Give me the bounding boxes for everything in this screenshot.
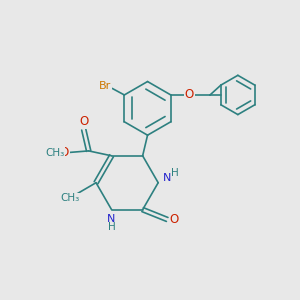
Text: O: O xyxy=(60,146,69,159)
Text: O: O xyxy=(170,213,179,226)
Text: N: N xyxy=(163,173,172,183)
Text: Br: Br xyxy=(99,81,111,91)
Text: O: O xyxy=(185,88,194,101)
Text: O: O xyxy=(79,115,88,128)
Text: CH₃: CH₃ xyxy=(61,193,80,203)
Text: H: H xyxy=(108,222,116,232)
Text: CH₃: CH₃ xyxy=(46,148,65,158)
Text: N: N xyxy=(107,214,116,224)
Text: H: H xyxy=(171,168,179,178)
